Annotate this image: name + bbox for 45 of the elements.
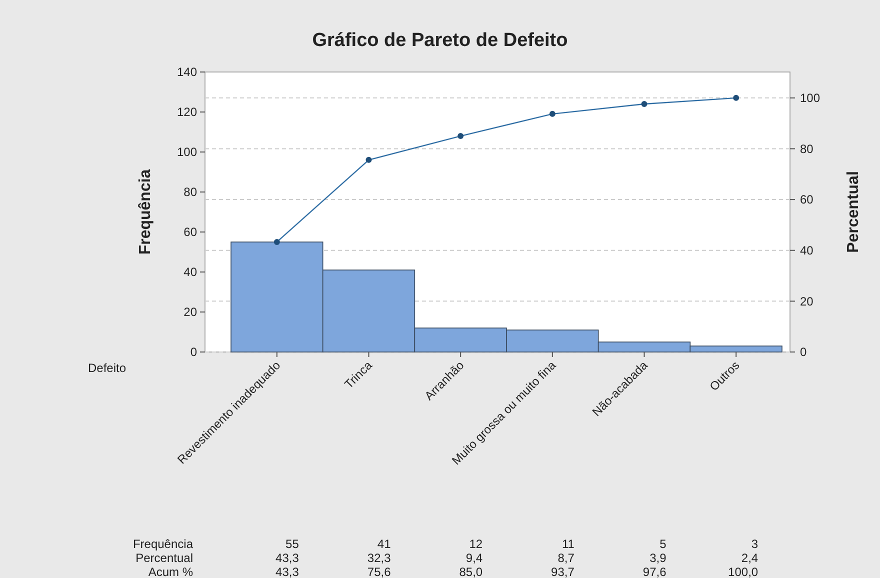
data-label: 3 [751,537,758,551]
point [458,133,464,140]
data-label: 12 [469,537,483,551]
data-label: 97,6 [642,565,667,578]
y-tick-label: 0 [190,345,198,360]
y-tick-label: 80 [184,185,198,200]
y-tick-label: 140 [176,65,198,80]
text: 2,4 [741,551,758,565]
y2-tick-label: 20 [800,294,814,308]
chart-title: Gráfico de Pareto de Defeito [312,30,568,51]
data-label: 5 [660,537,667,551]
point [549,110,556,117]
text: Frequência [132,537,194,551]
y2-tick-label: 0 [800,345,807,360]
text: 3,9 [650,551,667,565]
text: 8,7 [558,551,575,565]
y-tick-label: 20 [184,305,198,320]
point [733,94,740,101]
y2-tick-label: 80 [800,142,814,156]
data-label: 93,7 [551,565,575,578]
y-tick-label: 40 [184,265,198,280]
y-tick-label: 60 [184,225,198,240]
data-label: 100,0 [728,565,758,578]
y2-tick-label: 100 [800,91,820,106]
y2-axis-title: Percentual [845,171,862,253]
data-label: 75,6 [367,565,392,578]
data-label: 11 [562,537,575,551]
text: 43,3 [276,551,300,565]
point [274,238,280,245]
x-axis-title: Defeito [88,361,126,375]
data-label: 41 [377,537,392,551]
y-axis-title: Frequência [137,169,154,255]
data-label: 55 [286,537,300,551]
y-tick-label: 100 [176,145,198,160]
y2-tick-label: 60 [800,192,814,207]
y-tick-label: 120 [176,105,198,120]
text: 9,4 [466,551,483,565]
text: 32,3 [367,551,392,565]
y2-tick-label: 40 [800,244,814,258]
text: Acum % [148,565,194,578]
data-label: 43,3 [276,565,300,578]
text: Percentual [136,551,193,565]
point [366,156,372,163]
point [641,101,648,108]
data-label: 85,0 [459,565,483,578]
